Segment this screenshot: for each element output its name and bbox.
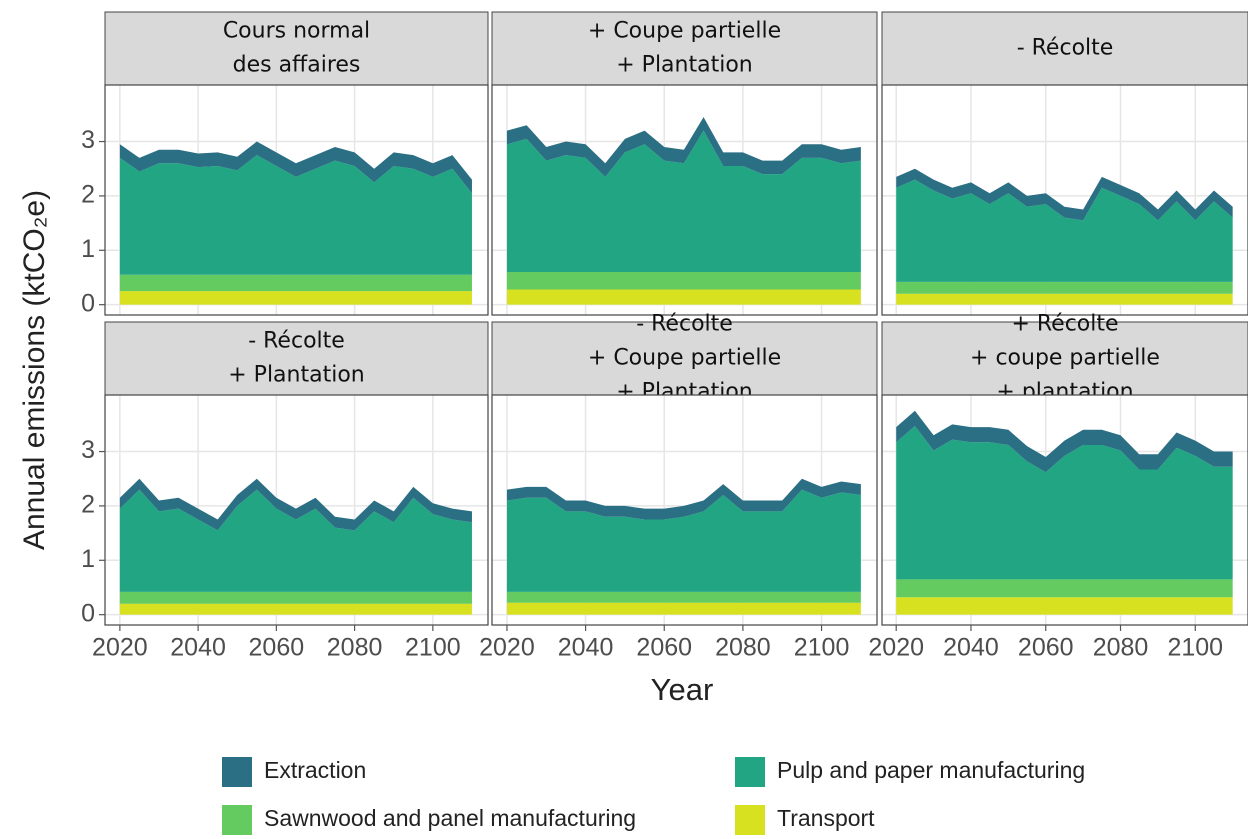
x-tick-label: 2040 — [558, 634, 614, 662]
area-segment — [896, 168, 1233, 221]
area-segment — [896, 425, 1233, 580]
area-segment — [506, 130, 861, 273]
plot-area — [506, 478, 861, 615]
y-tick-label: 0 — [81, 289, 95, 317]
panel-border — [104, 394, 489, 626]
y-tick-label: 1 — [81, 545, 95, 573]
facet-title: des affaires — [233, 53, 361, 78]
plot-area — [896, 168, 1233, 305]
x-tick-label: 2060 — [636, 634, 692, 662]
area-segment — [896, 579, 1233, 598]
y-tick-label: 3 — [81, 436, 95, 464]
area-segment — [506, 489, 861, 592]
area-segment — [119, 603, 472, 615]
area-segment — [896, 597, 1233, 615]
x-tick-label: 2100 — [405, 634, 461, 662]
x-tick-label: 2020 — [868, 634, 924, 662]
legend-label: Pulp and paper manufacturing — [777, 757, 1085, 783]
area-segment — [506, 117, 861, 177]
x-tick-label: 2020 — [92, 634, 148, 662]
y-axis-label: Annual emissions (ktCO₂e) — [18, 190, 51, 550]
area-segment — [119, 141, 472, 194]
area-segment — [506, 602, 861, 615]
y-tick-label: 2 — [81, 491, 95, 519]
y-tick-label: 1 — [81, 235, 95, 263]
legend-swatch — [222, 757, 252, 787]
panel-border — [491, 84, 878, 316]
area-segment — [896, 410, 1233, 473]
facet-title: + Coupe partielle — [588, 19, 781, 44]
plot-area — [119, 478, 472, 615]
x-tick-label: 2060 — [1018, 634, 1074, 662]
legend-swatch — [735, 805, 765, 835]
area-segment — [119, 489, 472, 592]
facet-strip — [491, 11, 878, 86]
facet-title: - Récolte — [248, 329, 345, 354]
x-tick-label: 2080 — [715, 634, 771, 662]
area-segment — [506, 289, 861, 305]
plot-area — [896, 410, 1233, 615]
facet-strip — [881, 321, 1248, 396]
facet-title: + Plantation — [616, 53, 752, 78]
facet-title: + Plantation — [228, 363, 364, 388]
area-segment — [896, 281, 1233, 294]
facet-title: - Récolte — [636, 312, 733, 337]
area-segment — [119, 155, 472, 275]
area-segment — [506, 591, 861, 603]
area-segment — [896, 179, 1233, 282]
area-segment — [119, 591, 472, 604]
x-tick-label: 2040 — [943, 634, 999, 662]
plot-area — [506, 117, 861, 305]
area-segment — [896, 293, 1233, 305]
facet-title: - Récolte — [1017, 36, 1114, 61]
panel-border — [491, 394, 878, 626]
x-tick-label: 2080 — [1093, 634, 1149, 662]
x-tick-label: 2020 — [479, 634, 535, 662]
legend-swatch — [222, 805, 252, 835]
facet-strip — [491, 321, 878, 396]
area-segment — [506, 272, 861, 290]
y-tick-label: 2 — [81, 181, 95, 209]
facet-title: + coupe partielle — [970, 346, 1160, 371]
area-segment — [119, 478, 472, 531]
legend-swatch — [735, 757, 765, 787]
facet-title: + Coupe partielle — [588, 346, 781, 371]
facet-title: + Récolte — [1011, 312, 1118, 337]
facet-title: Cours normal — [223, 19, 370, 44]
x-tick-label: 2100 — [1167, 634, 1223, 662]
area-segment — [119, 274, 472, 292]
legend-label: Sawnwood and panel manufacturing — [264, 805, 636, 831]
legend-label: Extraction — [264, 757, 366, 783]
x-tick-label: 2060 — [249, 634, 305, 662]
panel-border — [881, 394, 1248, 626]
facet-strip — [104, 321, 489, 396]
panel-border — [104, 84, 489, 316]
y-tick-label: 3 — [81, 126, 95, 154]
x-tick-label: 2100 — [794, 634, 850, 662]
x-tick-label: 2040 — [170, 634, 226, 662]
plot-area — [119, 141, 472, 305]
y-tick-label: 0 — [81, 599, 95, 627]
facet-strip — [104, 11, 489, 86]
x-tick-label: 2080 — [327, 634, 383, 662]
area-segment — [119, 291, 472, 305]
x-axis-label: Year — [651, 672, 714, 707]
panel-border — [881, 84, 1248, 316]
legend-label: Transport — [777, 805, 875, 831]
area-segment — [506, 478, 861, 520]
